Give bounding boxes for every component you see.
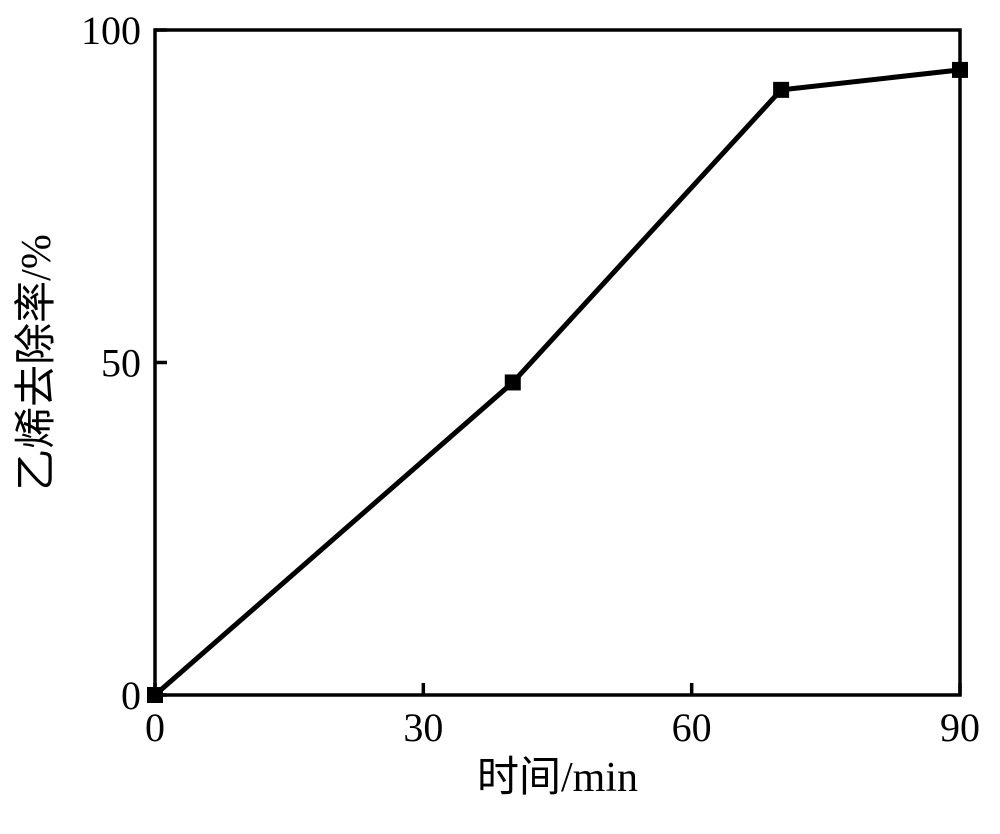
x-axis-label: 时间/min	[477, 755, 638, 801]
chart-container: 0 30 60 90 0 50 100 时间/min 乙烯去除率/%	[0, 0, 1000, 834]
plot-frame	[155, 30, 960, 695]
x-tick-label: 90	[940, 705, 980, 750]
y-axis-label: 乙烯去除率/%	[13, 234, 60, 491]
y-tick-label: 100	[81, 8, 141, 53]
data-marker	[505, 374, 521, 390]
data-marker	[147, 687, 163, 703]
x-tick-label: 30	[403, 705, 443, 750]
data-marker	[773, 82, 789, 98]
y-tick-label: 0	[121, 673, 141, 718]
x-tick-label: 60	[672, 705, 712, 750]
x-tick-label: 0	[145, 705, 165, 750]
data-marker	[952, 62, 968, 78]
y-tick-label: 50	[101, 341, 141, 386]
line-chart: 0 30 60 90 0 50 100 时间/min 乙烯去除率/%	[0, 0, 1000, 834]
